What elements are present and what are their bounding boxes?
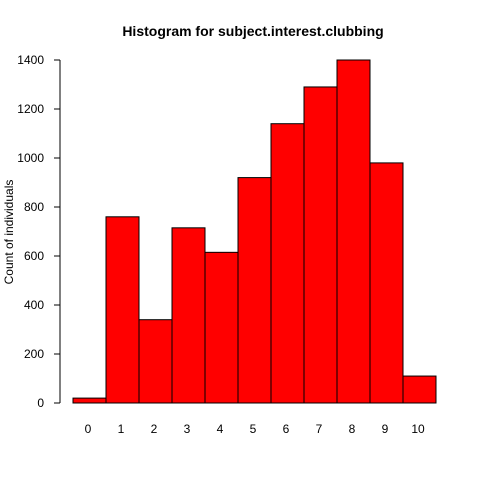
- x-axis: 0 1 2 3 4 5 6 7 8 9 10: [85, 422, 425, 436]
- y-tick-label: 800: [24, 200, 44, 214]
- bar-5: [237, 177, 272, 404]
- x-tick-label: 9: [382, 422, 389, 436]
- y-tick-label: 600: [24, 249, 44, 263]
- bar-2: [138, 319, 173, 404]
- y-tick-label: 1200: [17, 102, 44, 116]
- x-tick-label: 5: [250, 422, 257, 436]
- x-tick-label: 6: [283, 422, 290, 436]
- x-tick-label: 8: [349, 422, 356, 436]
- x-tick-label: 0: [85, 422, 92, 436]
- bar-0: [72, 397, 107, 404]
- bar-8: [336, 59, 371, 404]
- y-tick-label: 400: [24, 298, 44, 312]
- x-tick-label: 4: [217, 422, 224, 436]
- y-tick-label: 1000: [17, 151, 44, 165]
- y-axis-label: Count of individuals: [2, 180, 16, 285]
- bar-3: [171, 227, 206, 404]
- y-axis: 0 200 400 600 800 1000 1200 1400: [17, 53, 61, 410]
- bar-4: [204, 251, 239, 404]
- x-tick-label: 10: [411, 422, 425, 436]
- chart-title: Histogram for subject.interest.clubbing: [122, 23, 383, 39]
- bar-9: [369, 162, 404, 404]
- y-tick-label: 200: [24, 347, 44, 361]
- x-tick-label: 2: [151, 422, 158, 436]
- y-tick-label: 1400: [17, 53, 44, 67]
- bar-6: [270, 123, 305, 404]
- x-tick-label: 7: [316, 422, 323, 436]
- bars-layer: [72, 59, 437, 404]
- x-tick-label: 1: [118, 422, 125, 436]
- x-tick-label: 3: [184, 422, 191, 436]
- bar-10: [402, 375, 437, 404]
- bar-1: [105, 216, 140, 404]
- y-tick-label: 0: [37, 396, 44, 410]
- bar-7: [303, 86, 338, 404]
